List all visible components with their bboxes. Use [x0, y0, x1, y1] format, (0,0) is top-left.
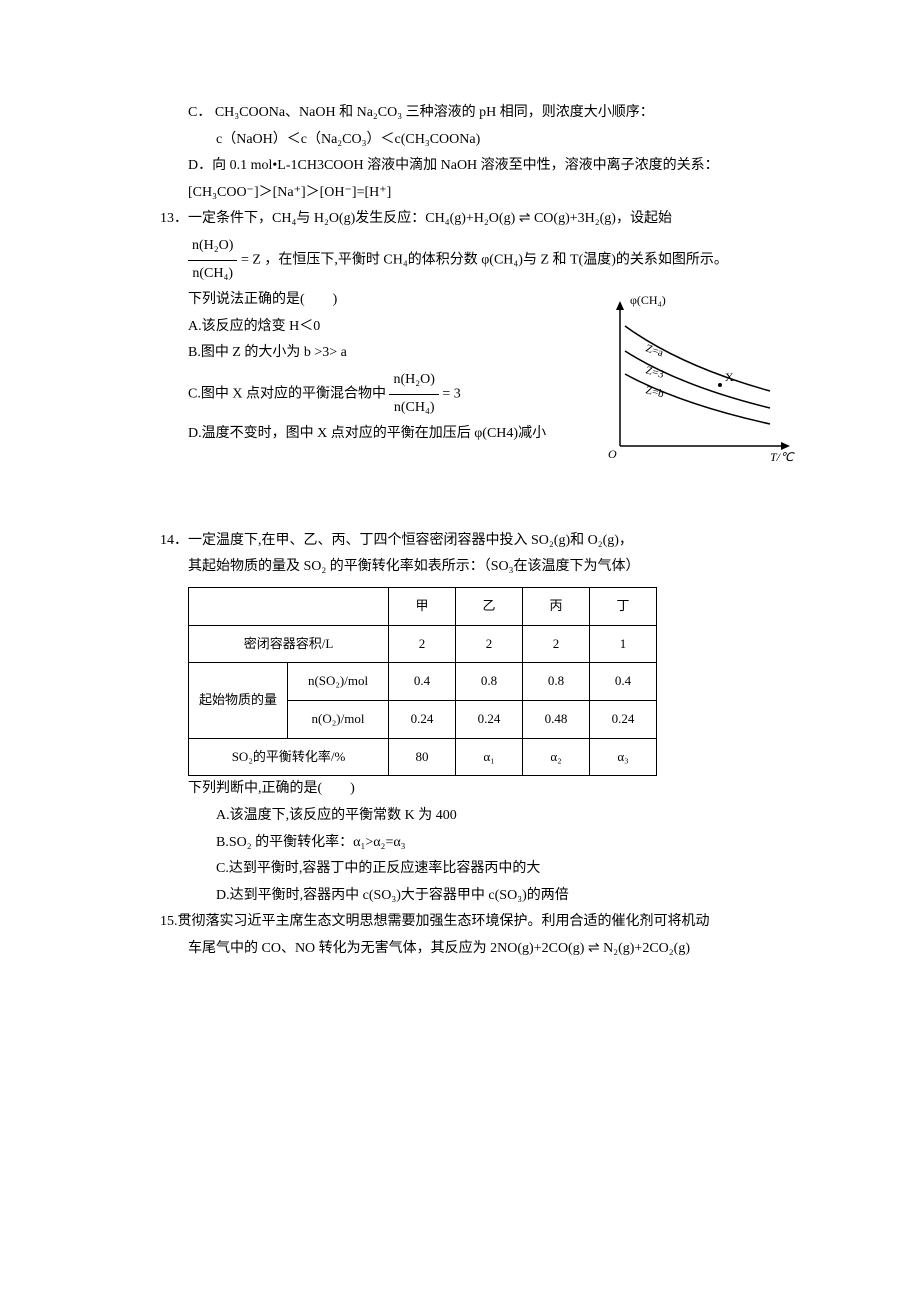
q13-opt-a: A.该反应的焓变 H＜0: [188, 314, 550, 341]
q14-stem1: 14．一定温度下,在甲、乙、丙、丁四个恒容密闭容器中投入 SO₂(g)和 O₂(…: [160, 528, 790, 555]
q13-stem-frac-line: n(H₂O) n(CH₄) = Z ，在恒压下,平衡时 CH₄的体积分数 φ(C…: [188, 233, 790, 287]
cell: 0.8: [456, 663, 523, 701]
q12-d-line1: D．向 0.1 mol•L-1CH3COOH 溶液中滴加 NaOH 溶液至中性，…: [188, 153, 790, 180]
q14-opt-d: D.达到平衡时,容器丙中 c(SO₃)大于容器甲中 c(SO₃)的两倍: [216, 883, 790, 910]
hdr-ding: 丁: [590, 587, 657, 625]
row3-label: SO₂的平衡转化率/%: [189, 738, 389, 776]
label-z-a: Z=a: [644, 343, 665, 360]
row1-label: 起始物质的量: [189, 663, 288, 738]
ylabel: φ(CH₄): [630, 296, 666, 307]
q13-frac-den: n(CH₄): [188, 261, 237, 288]
cell: 0.24: [389, 700, 456, 738]
table-row: 密闭容器容积/L 2 2 2 1: [189, 625, 657, 663]
cell: 0.24: [590, 700, 657, 738]
q13-chart: φ(CH₄) T/℃ O Z=a Z=3 Z=b X: [600, 296, 800, 476]
q14-opt-c: C.达到平衡时,容器丁中的正反应速率比容器丙中的大: [216, 856, 790, 883]
q13-eq-z: = Z: [241, 252, 261, 267]
q15-stem2: 车尾气中的 CO、NO 转化为无害气体，其反应为 2NO(g)+2CO(g) ⇌…: [188, 936, 790, 963]
hdr-blank: [189, 587, 389, 625]
cell: 80: [389, 738, 456, 776]
question-15: 15.贯彻落实习近平主席生态文明思想需要加强生态环境保护。利用合适的催化剂可将机…: [160, 909, 790, 962]
y-axis-arrow-icon: [616, 301, 624, 310]
q13-opt-b: B.图中 Z 的大小为 b >3> a: [188, 340, 550, 367]
q14-stem3: 下列判断中,正确的是( ): [188, 776, 790, 803]
cell: 0.8: [523, 663, 590, 701]
cell: 1: [590, 625, 657, 663]
origin-label: O: [608, 447, 617, 461]
hdr-bing: 丙: [523, 587, 590, 625]
label-z-3: Z=3: [644, 365, 665, 382]
cell: 0.24: [456, 700, 523, 738]
table-header-row: 甲 乙 丙 丁: [189, 587, 657, 625]
curve-z-b: [625, 374, 770, 424]
q13-opt-d: D.温度不变时，图中 X 点对应的平衡在加压后 φ(CH4)减小: [188, 421, 550, 448]
q13-chart-svg: φ(CH₄) T/℃ O Z=a Z=3 Z=b X: [600, 296, 800, 476]
label-x: X: [725, 370, 734, 384]
q13-stem-line1: 13．一定条件下，CH₄与 H₂O(g)发生反应：CH₄(g)+H₂O(g) ⇌…: [160, 206, 790, 233]
cell: α₁: [456, 738, 523, 776]
row0-label: 密闭容器容积/L: [189, 625, 389, 663]
q13-stem3: 下列说法正确的是( ): [188, 287, 550, 314]
point-x-marker-icon: [718, 383, 722, 387]
q13-opt-c: C.图中 X 点对应的平衡混合物中 n(H₂O) n(CH₄) = 3: [188, 367, 550, 421]
hdr-yi: 乙: [456, 587, 523, 625]
cell: 0.48: [523, 700, 590, 738]
cell: 0.4: [389, 663, 456, 701]
cell: 2: [456, 625, 523, 663]
table-row: 起始物质的量 n(SO₂)/mol 0.4 0.8 0.8 0.4: [189, 663, 657, 701]
q13-optc-eq: = 3: [442, 386, 460, 401]
label-z-b: Z=b: [644, 385, 665, 401]
q14-opt-b: B.SO₂ 的平衡转化率：α₁>α₂=α₃: [216, 830, 790, 857]
cell: 2: [389, 625, 456, 663]
q12-c-line1: C． CH₃COONa、NaOH 和 Na₂CO₃ 三种溶液的 pH 相同，则浓…: [188, 100, 790, 127]
question-13: 13．一定条件下，CH₄与 H₂O(g)发生反应：CH₄(g)+H₂O(g) ⇌…: [160, 206, 790, 447]
q13-frac-num: n(H₂O): [188, 233, 237, 261]
q12-option-d: D．向 0.1 mol•L-1CH3COOH 溶液中滴加 NaOH 溶液至中性，…: [160, 153, 790, 206]
cell: 0.4: [590, 663, 657, 701]
cell: α₂: [523, 738, 590, 776]
cell: α₃: [590, 738, 657, 776]
q12-option-c: C． CH₃COONa、NaOH 和 Na₂CO₃ 三种溶液的 pH 相同，则浓…: [160, 100, 790, 153]
curve-z-3: [625, 351, 770, 408]
q14-table: 甲 乙 丙 丁 密闭容器容积/L 2 2 2 1 起始物质的量 n(SO₂)/m…: [188, 587, 657, 776]
q13-stem2-tail: ，在恒压下,平衡时 CH₄的体积分数 φ(CH₄)与 Z 和 T(温度)的关系如…: [264, 252, 728, 267]
x-axis-arrow-icon: [781, 442, 790, 450]
xlabel: T/℃: [770, 450, 795, 464]
q12-c-line2: c（NaOH）＜c（Na₂CO₃）＜c(CH₃COONa): [216, 127, 790, 154]
q13-optc-fraction: n(H₂O) n(CH₄): [389, 367, 438, 421]
q15-stem1: 15.贯彻落实习近平主席生态文明思想需要加强生态环境保护。利用合适的催化剂可将机…: [160, 909, 790, 936]
curve-z-a: [625, 326, 770, 391]
q13-optc-num: n(H₂O): [389, 367, 438, 395]
q13-opt-c-pre: C.图中 X 点对应的平衡混合物中: [188, 386, 386, 401]
q14-stem2: 其起始物质的量及 SO₂ 的平衡转化率如表所示：（SO₃在该温度下为气体）: [188, 554, 790, 581]
q13-fraction: n(H₂O) n(CH₄): [188, 233, 237, 287]
q12-d-line2: [CH₃COO⁻]＞[Na⁺]＞[OH⁻]=[H⁺]: [188, 180, 790, 207]
question-14: 14．一定温度下,在甲、乙、丙、丁四个恒容密闭容器中投入 SO₂(g)和 O₂(…: [160, 528, 790, 910]
q13-optc-den: n(CH₄): [389, 395, 438, 422]
row1-sub: n(SO₂)/mol: [288, 663, 389, 701]
q14-opt-a: A.该温度下,该反应的平衡常数 K 为 400: [216, 803, 790, 830]
cell: 2: [523, 625, 590, 663]
row2-sub: n(O₂)/mol: [288, 700, 389, 738]
hdr-jia: 甲: [389, 587, 456, 625]
table-row: SO₂的平衡转化率/% 80 α₁ α₂ α₃: [189, 738, 657, 776]
